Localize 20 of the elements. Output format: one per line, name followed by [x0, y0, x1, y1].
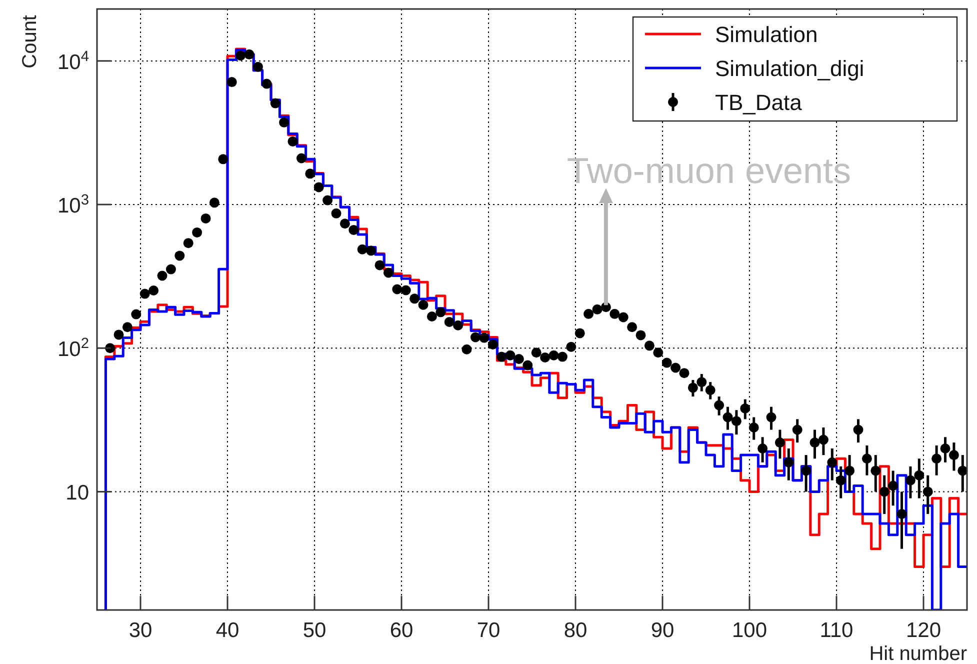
y-tick-label: 10$^{4}$	[57, 48, 89, 74]
legend-label: TB_Data	[715, 90, 803, 115]
x-tick-label: 90	[650, 619, 674, 642]
x-tick-label: 80	[564, 619, 588, 642]
x-tick-label: 40	[216, 619, 240, 642]
y-axis-title: Count	[19, 14, 41, 68]
x-tick-label: 60	[390, 619, 414, 642]
x-axis-title: Hit number	[869, 643, 968, 664]
x-tick-label: 30	[128, 619, 152, 642]
x-tick-label: 110	[820, 619, 854, 642]
y-tick-label: 10$^{3}$	[57, 192, 89, 218]
legend-label: Simulation	[715, 22, 818, 47]
y-tick-label: 10$^{2}$	[57, 336, 89, 362]
x-tick-label: 120	[906, 619, 942, 642]
annotation: Two-muon events	[566, 150, 852, 192]
y-tick-label: 10	[66, 482, 89, 505]
x-tick-label: 50	[302, 619, 326, 642]
x-tick-label: 100	[732, 619, 768, 642]
legend-label: Simulation_digi	[715, 56, 864, 81]
x-tick-label: 70	[476, 619, 500, 642]
